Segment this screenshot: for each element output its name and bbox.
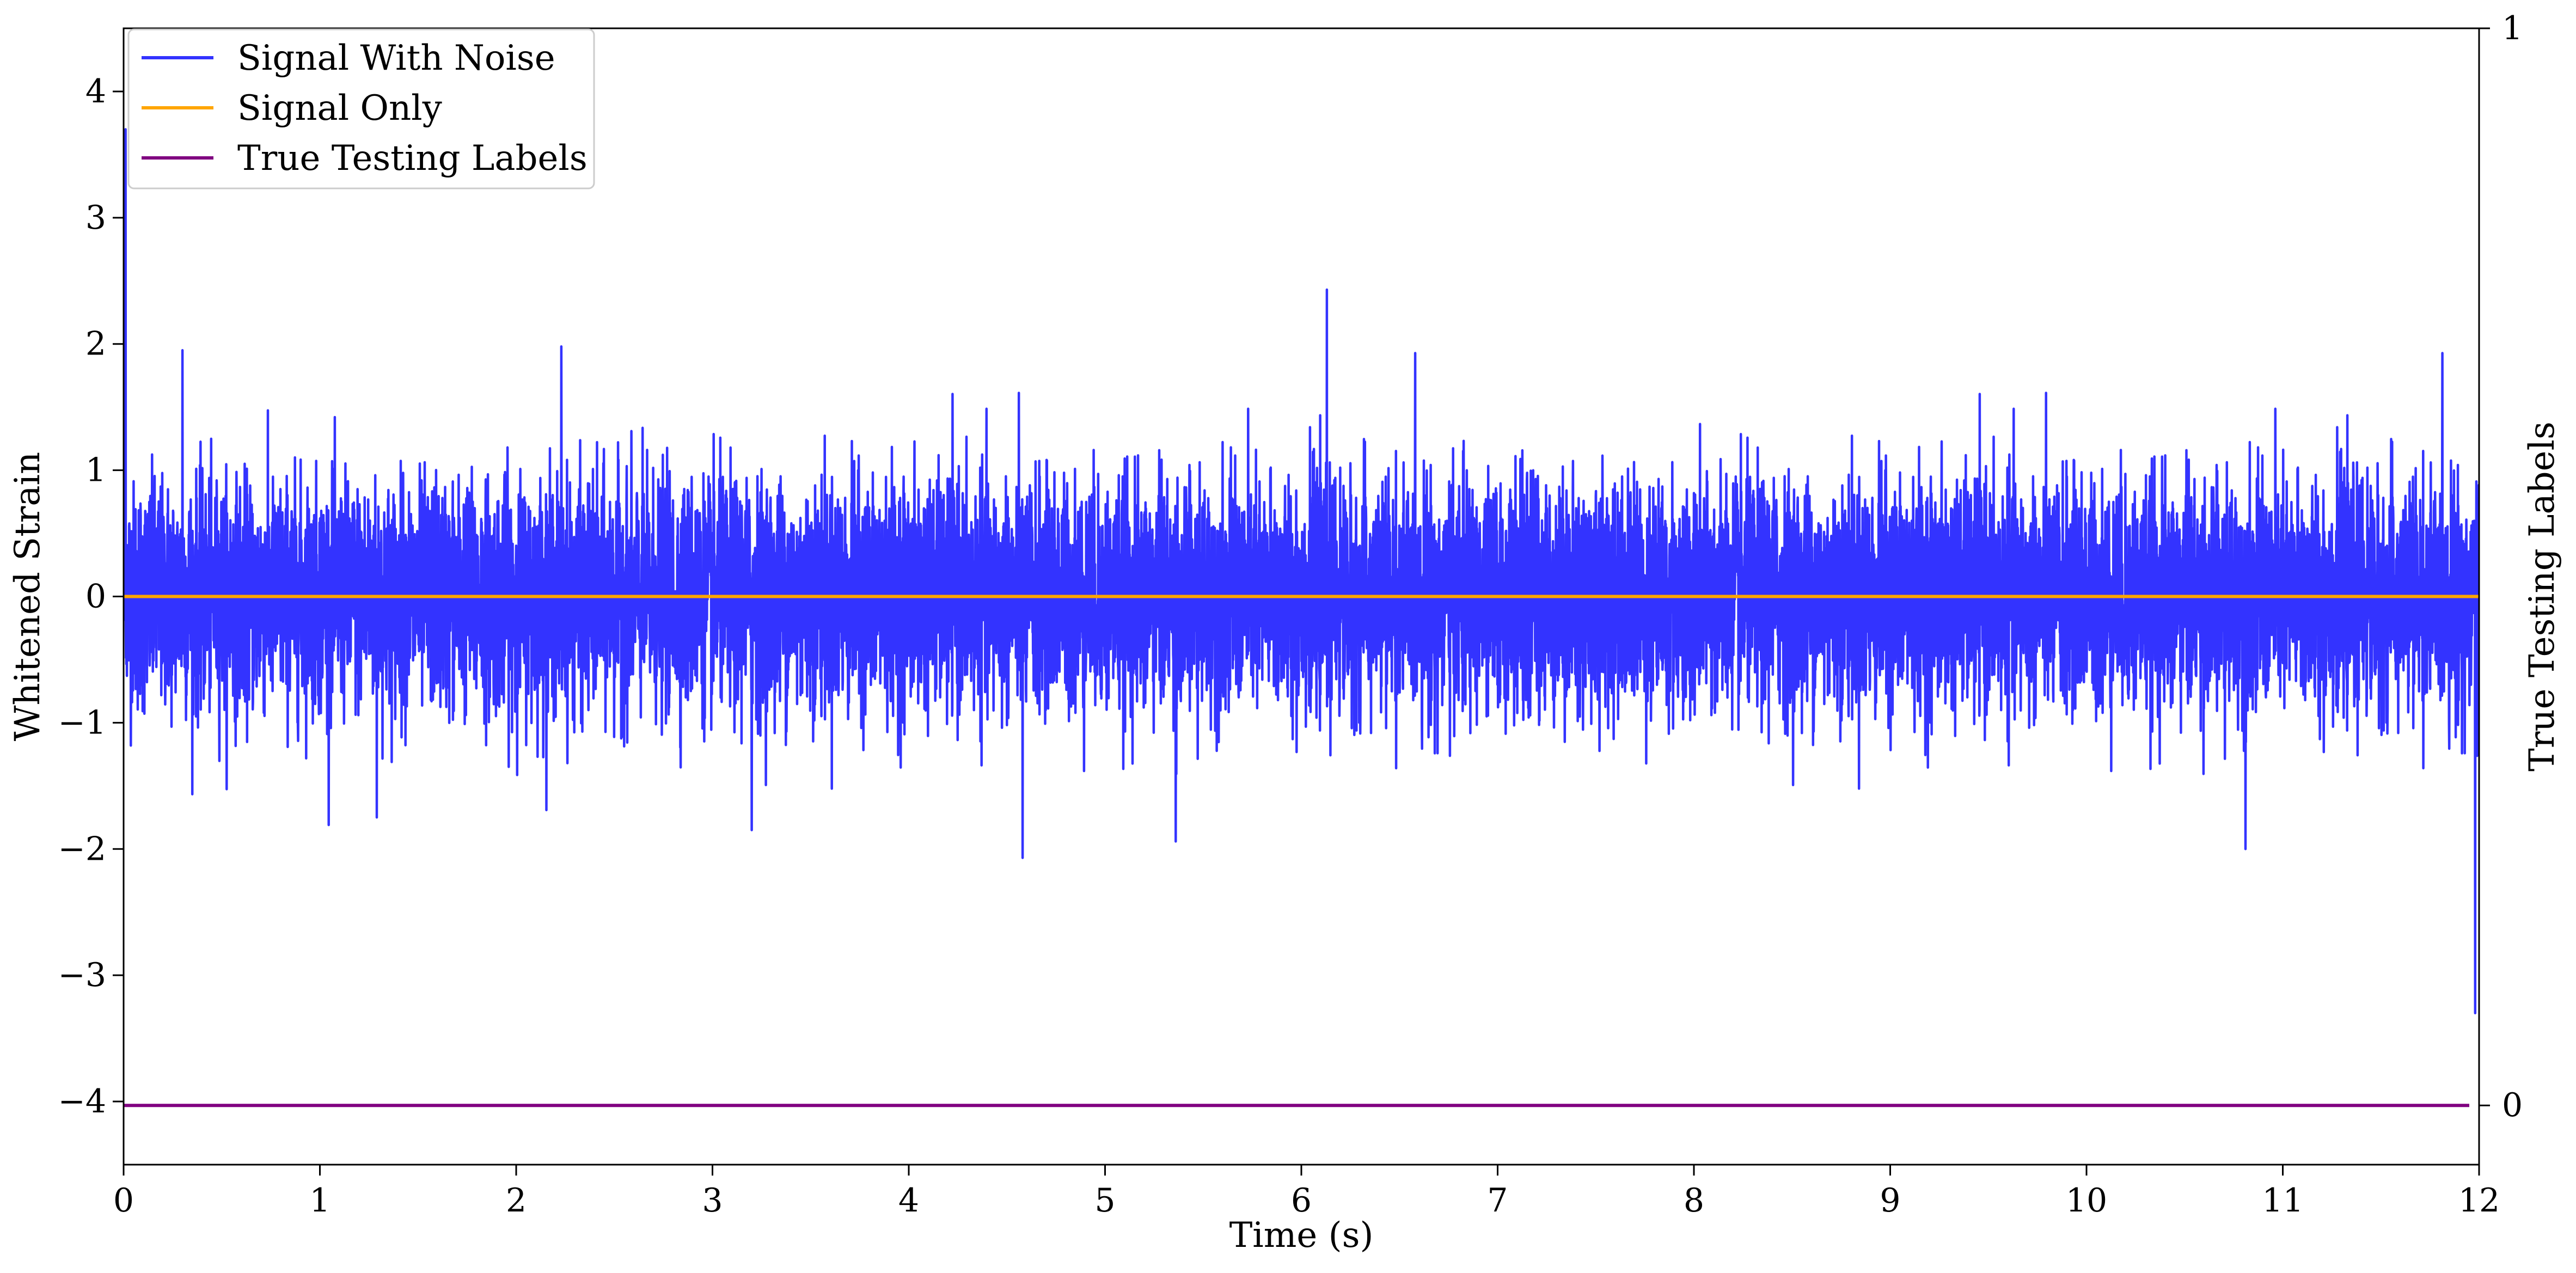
x-tick-label: 10 bbox=[2066, 1182, 2107, 1220]
y-tick-label: −2 bbox=[58, 830, 106, 868]
series-line-signal-with-noise bbox=[124, 128, 2479, 1014]
plot-area bbox=[124, 128, 2479, 1107]
y-tick-label: 0 bbox=[85, 578, 106, 616]
y2-axis-title: True Testing Labels bbox=[2522, 421, 2562, 772]
x-tick-label: 8 bbox=[1684, 1182, 1704, 1220]
legend-label: Signal Only bbox=[237, 88, 442, 128]
x-tick-label: 7 bbox=[1487, 1182, 1508, 1220]
y-tick-label: −1 bbox=[58, 703, 106, 742]
y-tick-label: 3 bbox=[85, 199, 106, 237]
x-tick-label: 11 bbox=[2262, 1182, 2303, 1220]
x-tick-label: 2 bbox=[506, 1182, 527, 1220]
y2-tick-label: 0 bbox=[2502, 1086, 2523, 1124]
legend: Signal With Noise Signal Only True Testing… bbox=[127, 28, 595, 189]
x-axis-title: Time (s) bbox=[1229, 1215, 1374, 1256]
y-tick-label: 2 bbox=[85, 325, 106, 363]
legend-label: Signal With Noise bbox=[237, 38, 555, 78]
x-tick-label: 4 bbox=[898, 1182, 919, 1220]
y-tick-label: 1 bbox=[85, 451, 106, 489]
x-tick-label: 6 bbox=[1291, 1182, 1312, 1220]
y-tick-label: 4 bbox=[85, 72, 106, 111]
legend-box bbox=[127, 28, 595, 189]
y-tick-label: −4 bbox=[58, 1082, 106, 1121]
x-tick-label: 3 bbox=[702, 1182, 723, 1220]
x-tick-label: 9 bbox=[1880, 1182, 1900, 1220]
legend-label: True Testing Labels bbox=[237, 138, 588, 179]
x-tick-label: 5 bbox=[1094, 1182, 1115, 1220]
x-tick-label: 12 bbox=[2458, 1182, 2500, 1220]
x-tick-label: 0 bbox=[113, 1182, 134, 1220]
y2-tick-label: 1 bbox=[2502, 9, 2523, 47]
y-tick-label: −3 bbox=[58, 956, 106, 994]
x-tick-label: 1 bbox=[309, 1182, 330, 1220]
y-axis-title: Whitened Strain bbox=[8, 452, 48, 741]
